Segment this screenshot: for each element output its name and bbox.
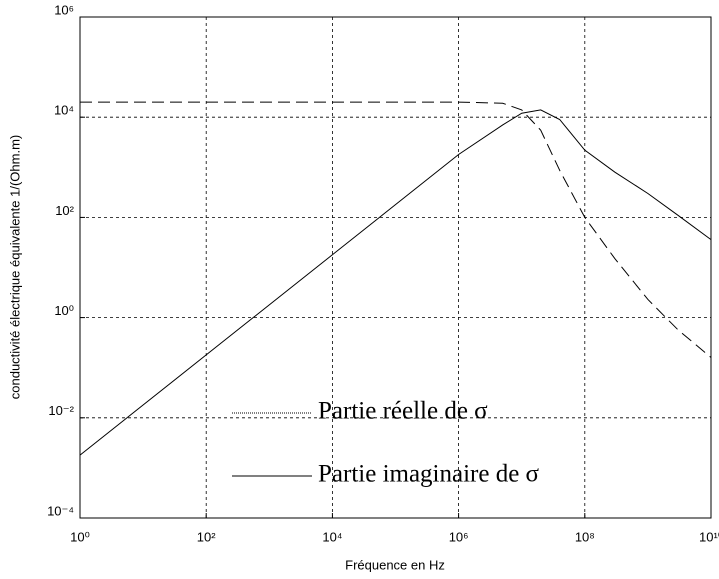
x-tick-label: 10¹⁰ (699, 529, 719, 544)
y-axis-label: conductivité électrique équivalente 1/(O… (7, 135, 22, 399)
y-tick-label: 10⁴ (54, 103, 74, 118)
x-tick-label: 10⁴ (322, 529, 342, 544)
x-tick-label: 10⁸ (575, 529, 595, 544)
y-tick-label: 10⁰ (54, 303, 74, 318)
y-tick-label: 10⁻² (48, 403, 74, 418)
x-tick-label: 10⁰ (70, 529, 90, 544)
x-tick-label: 10⁶ (449, 529, 469, 544)
y-tick-label: 10² (55, 203, 74, 218)
x-tick-label: 10² (197, 529, 216, 544)
plot-frame (79, 16, 712, 519)
series-line (80, 101, 712, 358)
y-tick-label: 10⁻⁴ (47, 503, 74, 518)
x-axis-label: Fréquence en Hz (345, 557, 445, 572)
y-tick-label: 10⁶ (54, 2, 74, 17)
series-line (79, 109, 712, 456)
legend-label: Partie imaginaire de σ (318, 461, 540, 488)
legend-label: Partie réelle de σ (318, 398, 488, 425)
